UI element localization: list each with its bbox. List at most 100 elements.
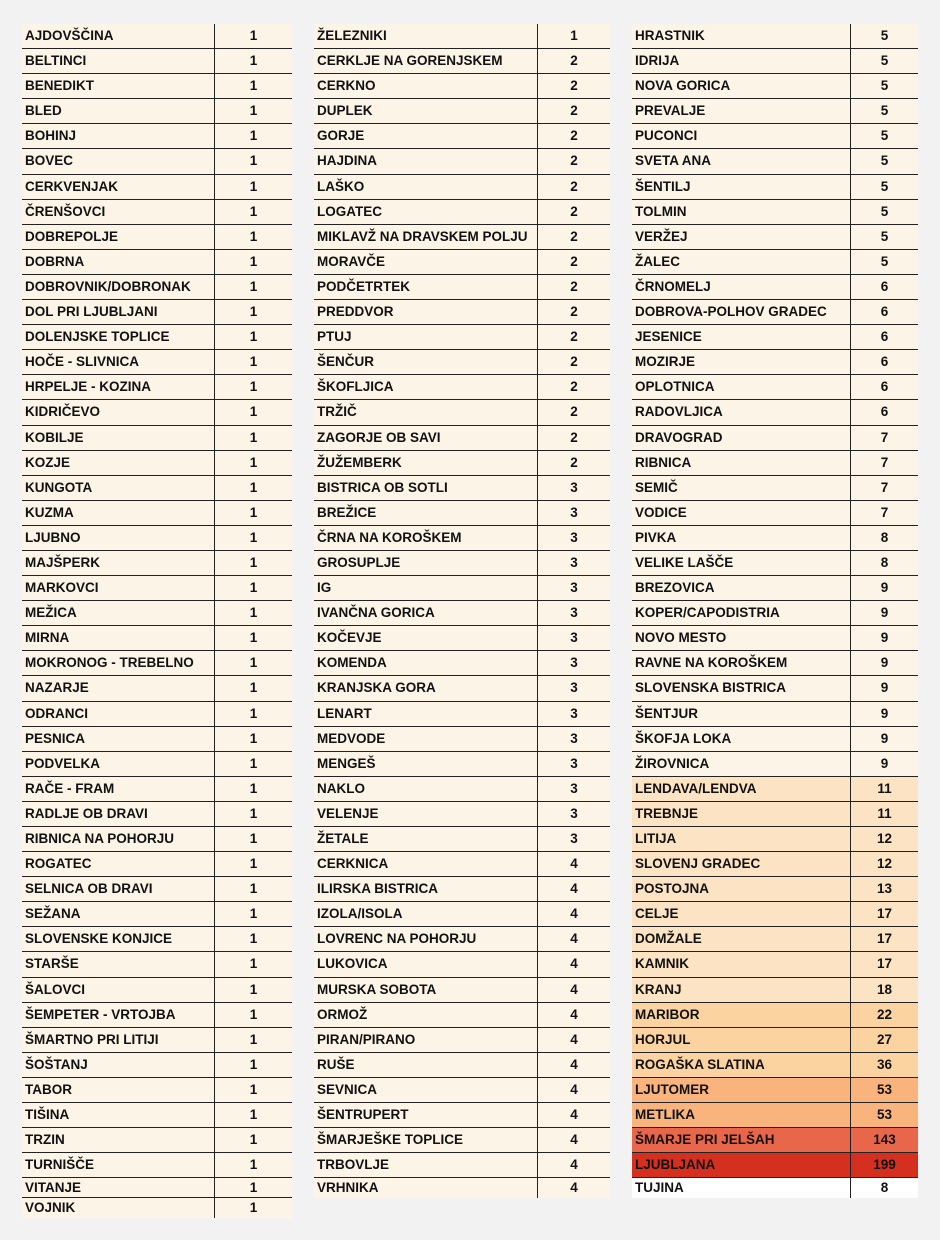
municipality-name: HORJUL — [632, 1027, 851, 1052]
municipality-name: KAMNIK — [632, 952, 851, 977]
municipality-name: TREBNJE — [632, 801, 851, 826]
case-count: 17 — [876, 956, 893, 972]
table-row: MEŽICA 1 — [22, 601, 292, 627]
case-count: 18 — [876, 981, 893, 997]
table-row: BOHINJ 1 — [22, 124, 292, 150]
municipality-name: ČRNA NA KOROŠKEM — [314, 525, 538, 550]
table-row: IDRIJA 5 — [632, 49, 918, 75]
case-count: 1 — [249, 956, 258, 972]
case-count: 6 — [880, 404, 889, 420]
case-count: 1 — [249, 805, 258, 821]
municipality-name: DOBROVA-POLHOV GRADEC — [632, 300, 851, 325]
municipality-name: ČRENŠOVCI — [22, 199, 215, 224]
case-count: 4 — [570, 1132, 578, 1148]
municipality-name: IZOLA/ISOLA — [314, 902, 538, 927]
case-count: 7 — [880, 479, 889, 495]
case-count: 1 — [249, 680, 258, 696]
municipality-name: KOBILJE — [22, 425, 215, 450]
municipality-name: HRASTNIK — [632, 24, 851, 49]
case-count: 9 — [880, 730, 889, 746]
table-row: ZAGORJE OB SAVI 2 — [314, 425, 610, 451]
municipality-name: KOČEVJE — [314, 626, 538, 651]
municipality-name: ŠKOFLJICA — [314, 375, 538, 400]
table-row: GORJE 2 — [314, 124, 610, 150]
municipality-name: TURNIŠČE — [22, 1153, 215, 1178]
municipality-name: NAKLO — [314, 776, 538, 801]
table-row: LJUBLJANA 199 — [632, 1153, 918, 1179]
municipality-name: ILIRSKA BISTRICA — [314, 877, 538, 902]
table-row: ROGAŠKA SLATINA 36 — [632, 1052, 918, 1078]
table-row: ORMOŽ 4 — [314, 1002, 610, 1028]
case-count: 1 — [249, 931, 258, 947]
table-row: TIŠINA 1 — [22, 1103, 292, 1129]
municipality-name: SEVNICA — [314, 1077, 538, 1103]
table-row: VELIKE LAŠČE 8 — [632, 550, 918, 577]
table-row: MARKOVCI 1 — [22, 576, 292, 602]
case-count: 1 — [249, 404, 258, 420]
municipality-name: CERKVENJAK — [22, 174, 215, 199]
municipality-name: ŠOŠTANJ — [22, 1052, 215, 1077]
case-count: 1 — [249, 906, 258, 922]
case-count: 2 — [570, 454, 578, 470]
table-row: BISTRICA OB SOTLI 3 — [314, 475, 610, 501]
case-count: 1 — [249, 153, 258, 169]
table-row: ŠENTJUR 9 — [632, 701, 918, 727]
case-count: 5 — [880, 128, 889, 144]
case-count: 6 — [880, 379, 889, 395]
municipality-name: PUCONCI — [632, 124, 851, 149]
table-row: ŽALEC 5 — [632, 249, 918, 275]
municipality-name: ŠALOVCI — [22, 977, 215, 1002]
table-row: ŠMARJE PRI JELŠAH 143 — [632, 1128, 918, 1154]
municipality-name: VITANJE — [22, 1178, 215, 1198]
table-row: CERKLJE NA GORENJSKEM 2 — [314, 49, 610, 75]
municipality-name: DOBRNA — [22, 249, 215, 274]
municipality-name: ŠMARJE PRI JELŠAH — [632, 1128, 851, 1153]
table-row: RIBNICA 7 — [632, 450, 918, 476]
table-row: BREZOVICA 9 — [632, 576, 918, 602]
table-row: MEDVODE 3 — [314, 726, 610, 752]
case-count: 9 — [880, 755, 889, 771]
case-count: 4 — [570, 981, 578, 997]
table-column-1: AJDOVŠČINA 1 BELTINCI 1 BENEDIKT 1 BLED 1 BOHINJ… — [22, 24, 292, 1219]
municipality-name: CERKNICA — [314, 852, 538, 877]
table-row: HOČE - SLIVNICA 1 — [22, 350, 292, 376]
table-row: DRAVOGRAD 7 — [632, 425, 918, 451]
case-count: 1 — [249, 981, 258, 997]
case-count: 1 — [249, 278, 258, 294]
table-row: TREBNJE 11 — [632, 801, 918, 827]
case-count: 2 — [570, 278, 578, 294]
case-count: 5 — [880, 178, 889, 194]
table-row: JESENICE 6 — [632, 325, 918, 351]
case-count: 4 — [570, 1157, 578, 1173]
table-row: ŠOŠTANJ 1 — [22, 1052, 292, 1078]
municipality-name: SEŽANA — [22, 902, 215, 927]
case-count: 3 — [570, 580, 578, 596]
case-count: 9 — [880, 580, 889, 596]
municipality-name: SLOVENJ GRADEC — [632, 852, 851, 877]
case-count: 6 — [880, 329, 889, 345]
table-row: SEŽANA 1 — [22, 902, 292, 928]
municipality-name: LJUBNO — [22, 525, 215, 550]
table-row: MOZIRJE 6 — [632, 350, 918, 376]
case-count: 143 — [873, 1132, 896, 1148]
table-row: ŠKOFJA LOKA 9 — [632, 726, 918, 752]
table-row: KOČEVJE 3 — [314, 626, 610, 652]
table-row: ŠENTRUPERT 4 — [314, 1103, 610, 1129]
municipality-name: KRANJ — [632, 977, 851, 1002]
case-count: 4 — [570, 1031, 578, 1047]
case-count: 6 — [880, 278, 889, 294]
municipality-name: MARIBOR — [632, 1002, 851, 1027]
table-row: ČRNA NA KOROŠKEM 3 — [314, 525, 610, 551]
table-row: LAŠKO 2 — [314, 174, 610, 200]
municipality-name: SVETA ANA — [632, 149, 851, 174]
case-count: 9 — [880, 680, 889, 696]
municipality-name: CERKNO — [314, 74, 538, 99]
table-row: ODRANCI 1 — [22, 701, 292, 727]
case-count: 2 — [570, 379, 578, 395]
case-count: 13 — [876, 881, 893, 897]
table-column-3: HRASTNIK 5 IDRIJA 5 NOVA GORICA 5 PREVALJE 5 PUC… — [632, 24, 918, 1199]
case-count: 199 — [873, 1157, 896, 1173]
table-row: ŽELEZNIKI 1 — [314, 24, 610, 50]
municipality-name: HOČE - SLIVNICA — [22, 350, 215, 375]
case-count: 4 — [570, 906, 578, 922]
